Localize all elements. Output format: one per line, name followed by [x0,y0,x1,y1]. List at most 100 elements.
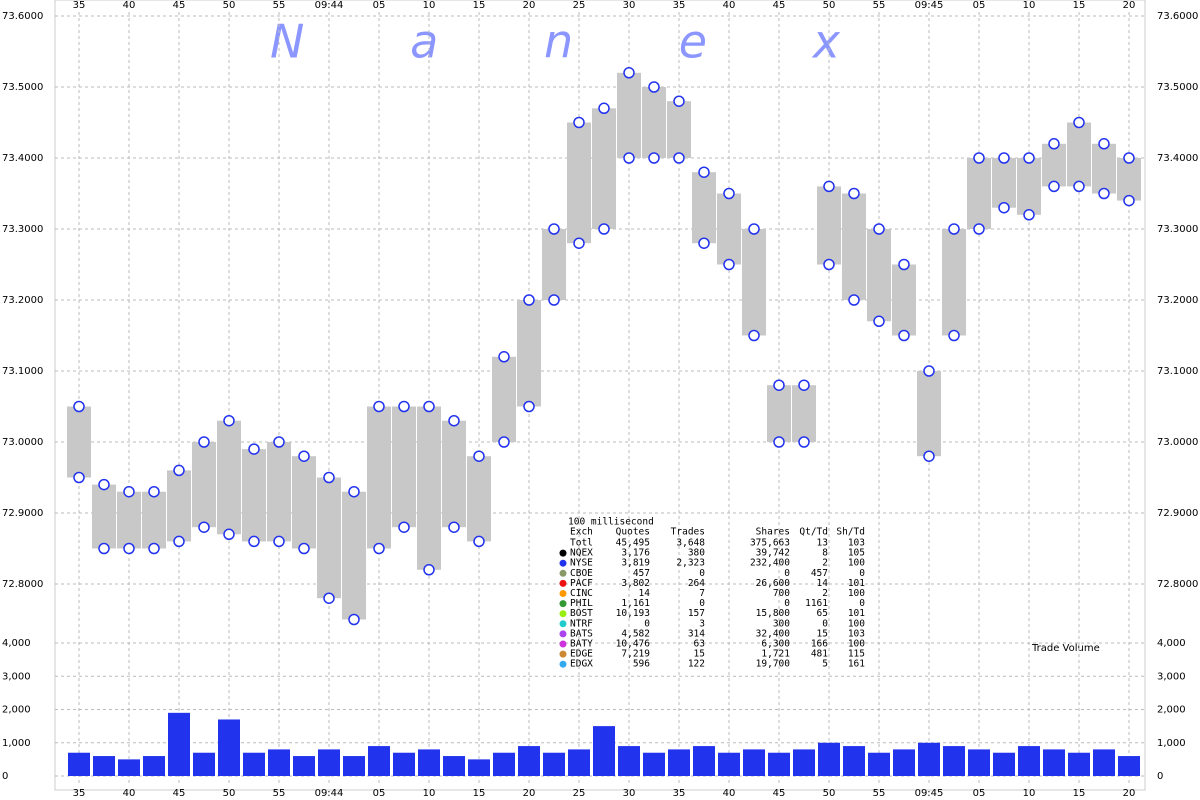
ask-marker [1123,152,1135,164]
x-tick-label-top: 10 [1023,0,1036,11]
bid-marker [273,535,285,548]
table-cell: 39,742 [756,548,790,559]
x-tick-label: 45 [773,788,786,799]
bid-marker [323,592,335,604]
y-tick-label-right: 73.0000 [1157,437,1198,448]
ask-marker [223,414,235,427]
price-range [592,108,616,229]
table-cell: 19,700 [756,659,791,670]
ask-marker [648,81,660,93]
price-range [442,420,466,528]
table-cell: 3,176 [621,548,650,559]
volume-bar [993,752,1015,776]
volume-bar [693,746,715,776]
bid-marker [423,564,435,576]
bid-marker [998,201,1010,214]
table-cell: BOST [570,608,593,619]
x-tick-label-top: 50 [823,0,836,11]
price-range [192,442,216,528]
table-cell: 2 [822,588,828,599]
price-range [767,385,791,442]
legend-symbol [559,549,567,557]
volume-title: Trade Volume [1031,643,1100,654]
table-cell: 0 [822,618,828,629]
table-cell: 15,800 [756,608,791,619]
table-header: Sh/Td [836,527,865,538]
x-tick-label: 45 [173,788,186,799]
volume-bar [1118,756,1140,776]
y-tick-label-right: 73.6000 [1157,11,1198,22]
ask-marker [198,436,210,448]
price-range [967,158,991,229]
ask-marker [1023,152,1035,164]
volume-bar [268,749,290,776]
table-header: Qt/Td [799,527,828,538]
y-tick-label-right: 0 [1157,771,1163,782]
x-tick-label: 35 [673,788,686,799]
table-cell: 0 [859,568,865,579]
table-cell: 100 [848,588,865,599]
volume-bar [468,759,490,776]
table-cell: 100 [848,639,865,650]
price-range [1092,143,1116,194]
bid-marker [598,223,610,235]
x-tick-label-top: 09:44 [315,0,344,11]
price-range [667,101,691,158]
bid-marker [173,535,185,548]
ask-marker [948,223,960,235]
bid-marker [923,450,935,462]
bid-marker [823,258,835,271]
bid-marker [448,521,460,533]
volume-bar [1018,746,1040,776]
x-tick-label: 10 [1023,788,1036,799]
bid-marker [348,613,360,626]
table-cell: 122 [688,659,705,670]
bid-marker [523,400,535,413]
ask-marker [248,443,260,455]
table-cell: PACF [570,578,593,589]
ask-marker [373,400,385,413]
ask-marker [573,116,585,129]
price-range [1067,122,1091,187]
table-cell: 300 [773,618,790,629]
x-tick-label: 20 [523,788,536,799]
x-tick-label-top: 30 [623,0,636,11]
legend-symbol [559,559,567,567]
table-cell: CBOE [570,568,593,579]
table-cell: 314 [688,628,705,639]
y-tick-label: 73.2000 [2,295,43,306]
x-tick-label: 50 [823,788,836,799]
y-tick-label-right: 4,000 [1157,638,1186,649]
ask-marker [498,351,510,363]
table-cell: 380 [688,548,705,559]
bid-marker [873,315,885,328]
table-cell: 264 [688,578,705,589]
volume-bar [943,746,965,776]
x-tick-label-top: 15 [1073,0,1086,11]
table-cell: 1,721 [761,649,790,660]
volume-bar [793,749,815,776]
x-tick-label: 05 [373,788,386,799]
bid-marker [1073,180,1085,193]
bid-marker [773,436,785,448]
bid-marker [848,294,860,306]
x-tick-label: 20 [1123,788,1136,799]
table-cell: 596 [633,659,650,670]
ask-marker [998,152,1010,164]
table-cell: NYSE [570,558,593,569]
x-tick-label: 15 [473,788,486,799]
legend-symbol [559,600,567,608]
table-cell: 157 [688,608,705,619]
table-cell: 0 [644,618,650,629]
ask-marker [173,464,185,477]
ask-marker [623,67,635,79]
table-cell: 105 [848,548,865,559]
x-tick-label-top: 20 [523,0,536,11]
volume-bar [118,759,140,776]
table-cell: 5 [822,659,828,670]
y-tick-label: 4,000 [2,638,31,649]
table-cell: 0 [784,568,790,579]
table-cell: 15 [694,649,705,660]
bid-marker [1048,180,1060,193]
bid-marker [223,528,235,541]
